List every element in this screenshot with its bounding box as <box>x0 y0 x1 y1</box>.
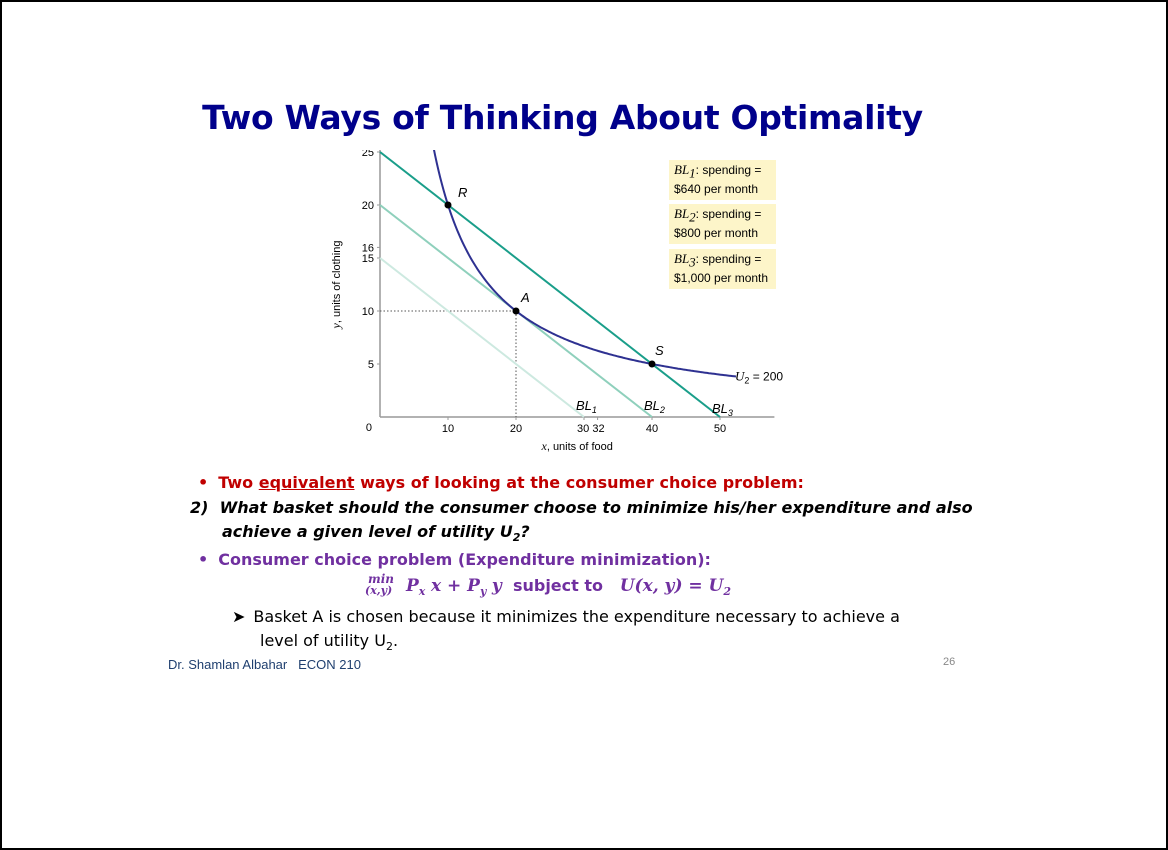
x-axis-label: x, units of food <box>541 439 613 453</box>
footer-course: ECON 210 <box>298 657 361 672</box>
question-text-1: What basket should the consumer choose t… <box>219 498 973 517</box>
y-tick-label: 20 <box>362 200 374 212</box>
formula-body: Px x + Py y subject to U(x, y) = U2 <box>406 576 732 599</box>
legend-bl3-label: BL <box>674 251 690 266</box>
footer-author-name: Dr. Shamlan Albahar <box>168 657 288 672</box>
point-r <box>444 201 452 209</box>
legend-bl2-sub: 2 <box>689 209 696 225</box>
arrow-point: ➤ Basket A is chosen because it minimizes… <box>232 607 900 626</box>
arrow-text-1: Basket A is chosen because it minimizes … <box>253 607 900 626</box>
point-s <box>648 360 656 368</box>
arrow-bullet-icon: ➤ <box>232 607 246 626</box>
legend-bl1-sub: 1 <box>689 165 696 181</box>
point-label: A <box>520 290 530 305</box>
legend-bl1-amount: $640 per month <box>674 182 759 197</box>
x-tick-label: 20 <box>510 423 522 435</box>
formula-subject-to: subject to <box>512 576 603 595</box>
bullet-2: • Consumer choice problem (Expenditure mi… <box>198 550 711 569</box>
legend-bl1: BL1: spending = $640 per month <box>669 160 776 201</box>
y-tick-label: 0 <box>366 422 372 434</box>
legend-bl3-amount: $1,000 per month <box>674 271 769 286</box>
arrow-end: . <box>392 631 399 650</box>
y-axis-label: y, units of clothing <box>329 241 343 330</box>
arrow-text-2: level of utility U <box>260 631 386 650</box>
bullet-1-pre: Two <box>218 473 259 492</box>
arrow-sub: 2 <box>385 640 393 654</box>
formula-utility: U(x, y) = U <box>619 576 724 596</box>
question-line-2: achieve a given level of utility U2? <box>222 522 530 544</box>
legend-bl3: BL3: spending = $1,000 per month <box>669 249 776 290</box>
series-u2 <box>433 150 737 378</box>
label-bl1: BL1 <box>576 398 597 415</box>
legend-bl1-label: BL <box>674 162 690 177</box>
y-tick-label: 15 <box>362 253 374 265</box>
series-bl3 <box>379 151 721 418</box>
y-tick-label: 25 <box>362 150 374 159</box>
legend-bl2-text: : spending = <box>695 207 762 221</box>
x-tick-label: 30 32 <box>577 423 605 435</box>
x-tick-label: 10 <box>442 423 454 435</box>
question-number: 2) <box>190 498 209 517</box>
bullet-1-underlined: equivalent <box>258 473 355 492</box>
legend-bl2-amount: $800 per month <box>674 226 759 241</box>
label-u2: U2 = 200 <box>735 368 783 385</box>
footer-author: Dr. Shamlan Albahar ECON 210 <box>168 657 361 672</box>
legend-bl2: BL2: spending = $800 per month <box>669 204 776 245</box>
y-tick-label: 10 <box>362 306 374 318</box>
formula-utility-sub: 2 <box>723 585 732 599</box>
question-text-2: achieve a given level of utility U <box>222 522 513 541</box>
x-tick-label: 50 <box>714 423 726 435</box>
legend-bl3-text: : spending = <box>695 252 762 266</box>
label-bl2: BL2 <box>644 398 665 415</box>
legend-bl2-label: BL <box>674 206 690 221</box>
formula-rest: x + P <box>430 576 480 596</box>
formula-xy: (x,y) <box>365 584 393 597</box>
formula-px: P <box>406 576 419 596</box>
question-sub: 2 <box>512 531 521 545</box>
formula-min: min <box>368 572 394 586</box>
y-tick-label: 5 <box>368 359 374 371</box>
page-title: Two Ways of Thinking About Optimality <box>202 98 923 137</box>
question-line-1: 2) What basket should the consumer choos… <box>190 498 973 517</box>
series-bl1 <box>379 257 585 418</box>
bullet-1: • Two equivalent ways of looking at the c… <box>198 473 804 492</box>
question-end: ? <box>520 522 530 541</box>
legend-bl1-text: : spending = <box>695 163 762 177</box>
bullet-dot-icon: • <box>198 473 209 492</box>
bullet-1-post: ways of looking at the consumer choice p… <box>354 473 804 492</box>
formula-y: y <box>491 576 502 596</box>
point-label: S <box>655 343 664 358</box>
x-tick-label: 40 <box>646 423 658 435</box>
page-number: 26 <box>943 656 956 668</box>
point-a <box>512 307 520 315</box>
y-tick-label: 16 <box>362 242 374 254</box>
label-bl3: BL3 <box>712 401 733 418</box>
arrow-point-line-2: level of utility U2. <box>260 631 398 653</box>
bullet-2-text: Consumer choice problem (Expenditure min… <box>218 550 711 569</box>
legend-bl3-sub: 3 <box>689 254 696 270</box>
point-label: R <box>458 185 467 200</box>
bullet-dot-icon: • <box>198 550 209 569</box>
